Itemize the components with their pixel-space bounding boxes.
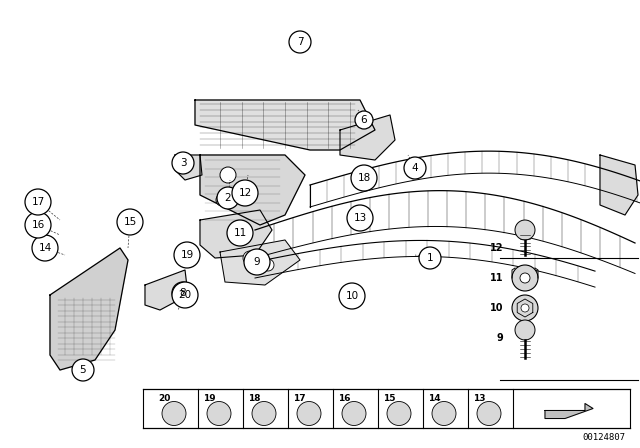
Circle shape xyxy=(243,251,257,265)
Polygon shape xyxy=(195,100,375,150)
Polygon shape xyxy=(545,404,593,418)
Circle shape xyxy=(387,401,411,426)
Circle shape xyxy=(419,247,441,269)
Circle shape xyxy=(32,235,58,261)
Polygon shape xyxy=(600,155,638,215)
Text: 9: 9 xyxy=(253,257,260,267)
Polygon shape xyxy=(200,210,272,258)
Circle shape xyxy=(339,283,365,309)
Text: 15: 15 xyxy=(124,217,136,227)
Circle shape xyxy=(347,205,373,231)
Circle shape xyxy=(25,189,51,215)
Circle shape xyxy=(351,165,377,191)
Circle shape xyxy=(172,152,194,174)
Circle shape xyxy=(515,320,535,340)
Text: 13: 13 xyxy=(353,213,367,223)
Text: 18: 18 xyxy=(248,394,260,403)
Text: 3: 3 xyxy=(180,158,186,168)
Polygon shape xyxy=(175,155,202,180)
Polygon shape xyxy=(200,155,305,225)
Circle shape xyxy=(521,304,529,312)
Circle shape xyxy=(515,220,535,240)
Circle shape xyxy=(25,212,51,238)
Circle shape xyxy=(220,167,236,183)
Text: 1: 1 xyxy=(427,253,433,263)
Text: 11: 11 xyxy=(490,273,503,283)
Text: 10: 10 xyxy=(346,291,358,301)
Text: 12: 12 xyxy=(490,243,503,253)
Circle shape xyxy=(252,401,276,426)
Polygon shape xyxy=(340,115,395,160)
Text: 20: 20 xyxy=(158,394,170,403)
Circle shape xyxy=(355,111,373,129)
Circle shape xyxy=(262,259,274,271)
Circle shape xyxy=(289,31,311,53)
Text: 17: 17 xyxy=(31,197,45,207)
Text: 19: 19 xyxy=(180,250,194,260)
Text: 16: 16 xyxy=(338,394,350,403)
Text: 15: 15 xyxy=(383,394,396,403)
Text: 2: 2 xyxy=(225,193,231,203)
Circle shape xyxy=(216,194,228,206)
Text: 18: 18 xyxy=(357,173,371,183)
Text: 13: 13 xyxy=(473,394,485,403)
Text: 12: 12 xyxy=(238,188,252,198)
Polygon shape xyxy=(50,248,128,370)
Circle shape xyxy=(404,157,426,179)
Circle shape xyxy=(162,401,186,426)
Circle shape xyxy=(172,282,198,308)
Circle shape xyxy=(244,249,270,275)
Circle shape xyxy=(432,401,456,426)
Circle shape xyxy=(512,265,538,291)
Text: 5: 5 xyxy=(80,365,86,375)
Circle shape xyxy=(207,401,231,426)
Text: 14: 14 xyxy=(38,243,52,253)
Circle shape xyxy=(512,295,538,321)
Circle shape xyxy=(520,273,530,283)
Circle shape xyxy=(217,187,239,209)
Circle shape xyxy=(342,401,366,426)
Text: 19: 19 xyxy=(203,394,215,403)
Text: 9: 9 xyxy=(496,333,503,343)
Circle shape xyxy=(227,220,253,246)
Circle shape xyxy=(117,209,143,235)
Circle shape xyxy=(477,401,501,426)
Text: 10: 10 xyxy=(490,303,503,313)
Circle shape xyxy=(233,188,247,202)
Polygon shape xyxy=(220,240,300,285)
Circle shape xyxy=(72,359,94,381)
Text: 4: 4 xyxy=(412,163,419,173)
Text: 8: 8 xyxy=(180,288,186,298)
Circle shape xyxy=(297,401,321,426)
Text: 7: 7 xyxy=(297,37,303,47)
Text: 11: 11 xyxy=(234,228,246,238)
Circle shape xyxy=(172,282,194,304)
Text: 16: 16 xyxy=(31,220,45,230)
Text: 20: 20 xyxy=(179,290,191,300)
Text: 00124807: 00124807 xyxy=(582,433,625,442)
Text: 17: 17 xyxy=(292,394,305,403)
Polygon shape xyxy=(145,270,188,310)
Circle shape xyxy=(174,242,200,268)
Circle shape xyxy=(232,180,258,206)
Text: 14: 14 xyxy=(428,394,440,403)
Text: 6: 6 xyxy=(361,115,367,125)
